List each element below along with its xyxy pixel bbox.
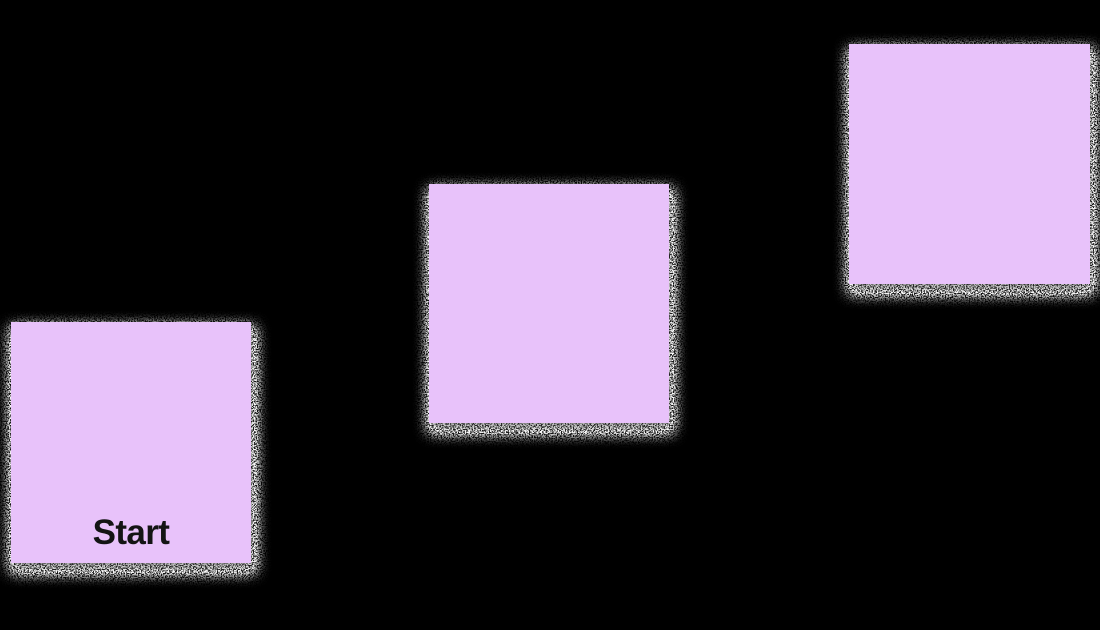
- note-rect-top-right: [849, 44, 1090, 284]
- sticky-note-label: Start: [92, 513, 170, 552]
- sticky-note-middle[interactable]: [429, 184, 669, 423]
- note-rect-start: [11, 322, 251, 563]
- sticky-note-start[interactable]: Start: [11, 322, 251, 563]
- note-rect-middle: [429, 184, 669, 423]
- sticky-note-top-right[interactable]: [849, 44, 1090, 284]
